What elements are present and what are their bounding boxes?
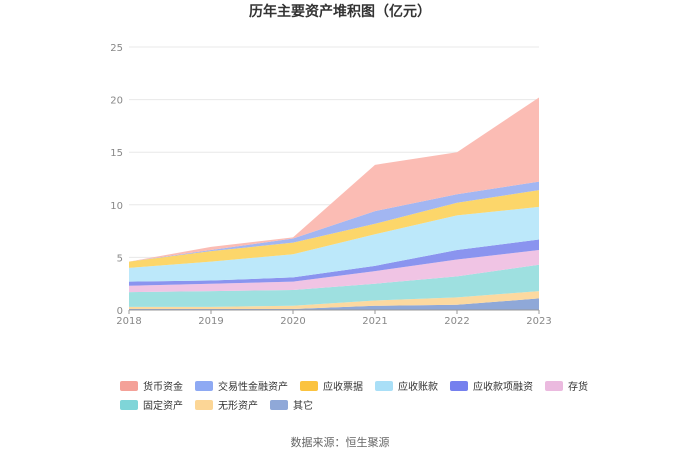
legend-swatch — [120, 381, 138, 391]
x-tick-label: 2020 — [280, 316, 305, 327]
legend-item[interactable]: 应收账款 — [374, 380, 438, 393]
y-tick-label: 15 — [110, 148, 123, 159]
data-source: 数据来源：恒生聚源 — [291, 435, 390, 449]
y-tick-label: 20 — [110, 96, 123, 107]
legend-swatch — [194, 381, 213, 391]
legend-item[interactable]: 固定资产 — [120, 399, 183, 412]
x-tick-label: 2021 — [362, 316, 387, 327]
legend-item[interactable]: 存货 — [544, 380, 588, 393]
chart-title: 历年主要资产堆积图（亿元） — [249, 3, 431, 20]
legend-swatch — [299, 381, 318, 391]
area-series-6 — [129, 190, 539, 268]
legend-item[interactable]: 交易性金融资产 — [194, 380, 288, 393]
legend-swatch — [449, 381, 468, 391]
legend-swatch — [374, 381, 393, 391]
x-tick-label: 2022 — [444, 316, 469, 327]
legend-item[interactable]: 其它 — [269, 399, 313, 412]
y-tick-label: 0 — [117, 306, 123, 317]
legend-item[interactable]: 应收款项融资 — [449, 380, 533, 393]
legend-item[interactable]: 货币资金 — [120, 380, 183, 393]
area-series-1 — [129, 291, 539, 309]
areas — [129, 97, 539, 310]
legend-label: 应收款项融资 — [473, 380, 533, 393]
legend-label: 应收票据 — [323, 380, 363, 393]
legend-swatch — [194, 400, 213, 410]
area-series-4 — [129, 239, 539, 286]
y-tick-label: 25 — [110, 43, 123, 54]
y-tick-label: 5 — [117, 253, 123, 264]
area-series-8 — [129, 97, 539, 262]
area-series-2 — [129, 264, 539, 307]
area-series-3 — [129, 250, 539, 293]
legend-label: 无形资产 — [218, 399, 258, 412]
legend-label: 存货 — [568, 380, 588, 393]
legend-swatch — [269, 400, 288, 410]
y-tick-label: 10 — [110, 201, 123, 212]
x-tick-label: 2019 — [198, 316, 223, 327]
legend-swatch — [544, 381, 563, 391]
x-tick-label: 2018 — [116, 316, 141, 327]
legend-label: 交易性金融资产 — [218, 380, 288, 393]
area-series-0 — [129, 298, 539, 310]
legend-label: 固定资产 — [143, 399, 183, 412]
axis: 0 5 10 15 20 25 2018 2019 2020 2021 2022 2023 — [110, 43, 551, 327]
x-tick-label: 2023 — [526, 316, 551, 327]
legend-item[interactable]: 应收票据 — [299, 380, 363, 393]
area-series-7 — [129, 181, 539, 262]
legend-label: 货币资金 — [143, 380, 183, 393]
legend-label: 应收账款 — [398, 380, 438, 393]
legend-label: 其它 — [293, 399, 313, 412]
legend-swatch — [120, 400, 138, 410]
legend-item[interactable]: 无形资产 — [194, 399, 258, 412]
